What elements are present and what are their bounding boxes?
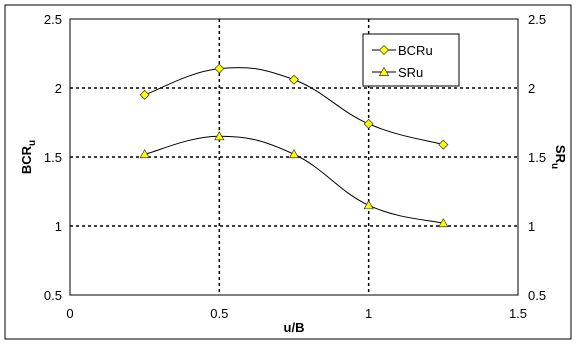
legend-label-sru: SRu [398,65,423,80]
legend-triangle-icon [378,66,390,76]
data-point-sru [288,149,300,159]
y2-tick-label: 0.5 [528,288,546,303]
y2-tick-label: 1.5 [528,150,546,165]
y-axis-title-sub: u [27,140,38,146]
data-point-sru [363,200,374,210]
y2-axis-title-sub: u [549,163,560,169]
y2-tick-label: 2.5 [528,12,546,27]
y-tick-label: 0.5 [44,288,62,303]
data-point-sru [139,149,150,159]
data-point-sru [214,131,225,141]
legend-diamond-icon [379,45,389,55]
data-point-sru [438,218,449,228]
tick-labels: 0.5 0.5 1 1 1.5 1.5 2 2 2.5 2.5 0 0.5 1 1.5 [44,12,546,321]
y2-tick-label: 1 [528,219,535,234]
data-point-bcru [438,139,449,150]
legend-label-bcru: BCRu [398,43,433,58]
data-point-bcru [289,74,299,85]
y2-axis-title-main: SR [553,145,568,164]
svg-text:SRu: SRu [549,145,568,169]
x-tick-label: 1 [365,306,372,321]
x-axis-title: u/B [284,320,305,335]
y-axis-title: BCRu [19,140,38,174]
x-tick-label: 0 [66,306,73,321]
legend-box [362,33,460,87]
x-tick-label: 1.5 [509,306,527,321]
legend: BCRu SRu [362,33,460,87]
data-point-bcru [214,63,225,74]
svg-text:BCRu: BCRu [19,140,38,174]
y-tick-label: 2.5 [44,12,62,27]
y2-tick-label: 2 [528,81,535,96]
x-tick-label: 0.5 [210,306,228,321]
y-tick-label: 1.5 [44,150,62,165]
data-point-bcru [363,118,374,129]
series-group [139,63,449,228]
y2-axis-title: SRu [549,145,568,169]
y-tick-label: 1 [55,219,62,234]
y-tick-label: 2 [55,81,62,96]
y-axis-title-main: BCR [19,145,34,174]
data-point-bcru [139,89,150,100]
